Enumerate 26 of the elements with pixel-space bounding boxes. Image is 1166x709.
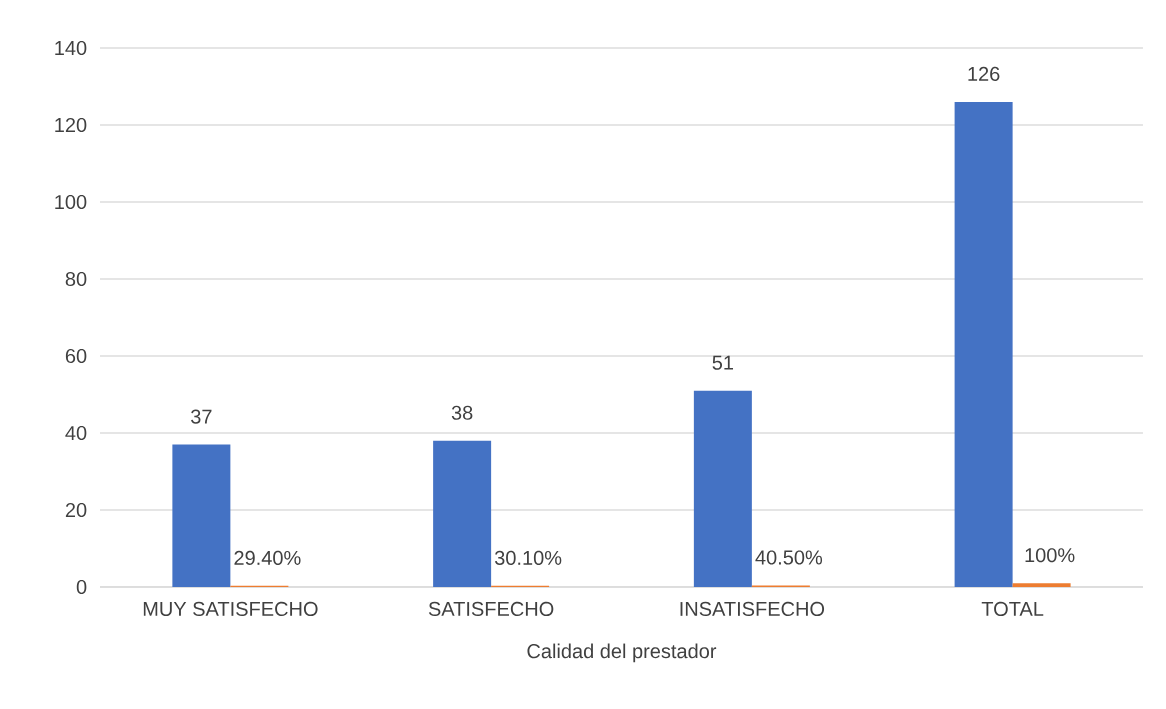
x-tick-label: TOTAL: [981, 601, 1044, 617]
x-tick-label: INSATISFECHO: [680, 601, 825, 617]
data-label: 30.10%: [494, 550, 562, 565]
bar: [433, 440, 492, 587]
y-tick-label: 100: [55, 194, 87, 210]
y-tick-label: 20: [65, 502, 87, 518]
bar: [1012, 583, 1071, 587]
y-tick-label: 60: [65, 348, 87, 364]
bar: [693, 390, 752, 587]
bar: [954, 101, 1013, 587]
y-tick-label: 0: [76, 579, 87, 595]
data-label: 37: [191, 409, 212, 424]
data-label: 29.40%: [234, 550, 301, 565]
x-tick-label: MUY SATISFECHO: [143, 601, 318, 617]
x-axis-title: Calidad del prestador: [527, 643, 717, 663]
data-label: 100%: [1025, 548, 1075, 563]
y-tick-label: 120: [55, 117, 87, 133]
y-tick-label: 40: [65, 425, 87, 441]
data-label: 38: [451, 405, 473, 420]
bar: [172, 444, 231, 587]
y-tick-label: 80: [65, 271, 87, 287]
x-tick-label: SATISFECHO: [428, 601, 554, 617]
data-label: 126: [968, 66, 1000, 82]
data-label: 40.50%: [755, 550, 823, 565]
y-tick-label: 140: [55, 40, 87, 56]
data-label: 51: [712, 355, 734, 370]
